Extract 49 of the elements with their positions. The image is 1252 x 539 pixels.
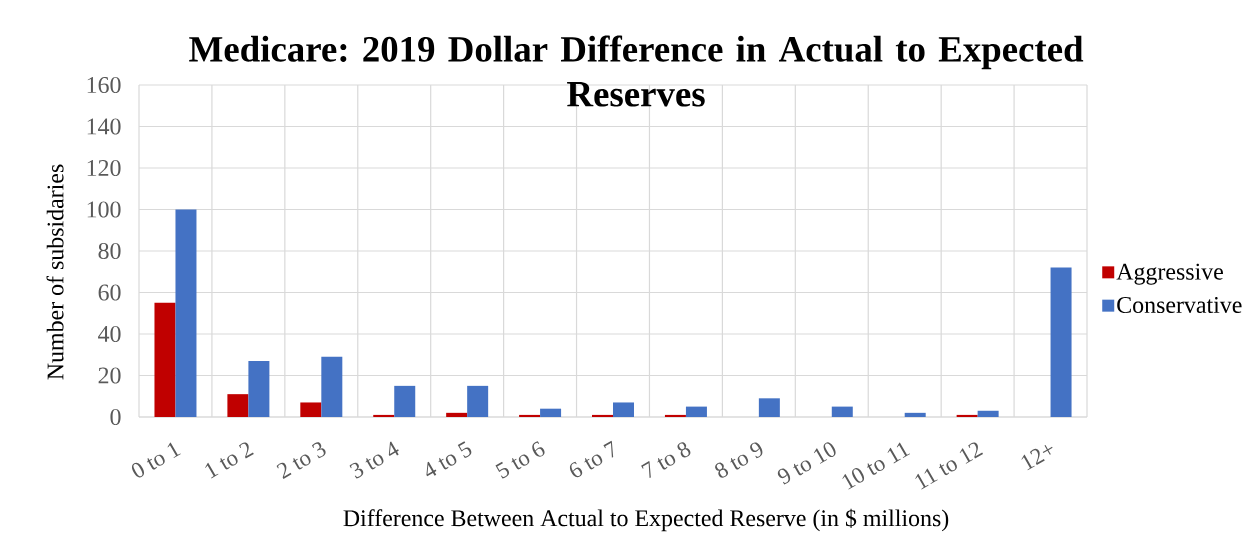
x-tick-label: 1 to 2 bbox=[205, 442, 254, 479]
x-axis-title: Difference Between Actual to Expected Reserve (in $ millions) bbox=[343, 508, 949, 532]
y-tick-label: 0 bbox=[110, 408, 121, 426]
bar bbox=[394, 385, 416, 417]
x-tick-label: 8 to 9 bbox=[715, 442, 763, 478]
x-tick-label: 4 to 5 bbox=[426, 441, 472, 477]
y-tick-label: 120 bbox=[87, 159, 121, 177]
y-tick-label: 160 bbox=[87, 76, 121, 94]
bar bbox=[904, 412, 926, 417]
bar bbox=[175, 209, 197, 417]
x-tick-label: 10 to 11 bbox=[842, 442, 911, 490]
x-tick-label: 12+ bbox=[1021, 445, 1053, 471]
x-tick-label: 0 to 1 bbox=[131, 442, 181, 478]
y-tick-label: 60 bbox=[98, 284, 121, 301]
x-tick-label: 11 to 12 bbox=[915, 442, 984, 490]
x-tick-label: 7 to 8 bbox=[641, 442, 691, 479]
bar bbox=[977, 410, 999, 417]
legend-label: Conservative bbox=[1117, 297, 1242, 314]
bar bbox=[758, 398, 780, 417]
bar bbox=[227, 394, 249, 417]
y-tick-label: 80 bbox=[98, 242, 121, 260]
bar bbox=[664, 414, 686, 417]
bar bbox=[321, 356, 343, 417]
bar bbox=[956, 414, 978, 417]
bar bbox=[685, 406, 707, 417]
bar bbox=[248, 360, 270, 417]
bar bbox=[540, 408, 562, 417]
x-tick-label: 2 to 3 bbox=[276, 442, 326, 479]
bar bbox=[300, 402, 322, 417]
bar bbox=[446, 412, 468, 417]
x-tick-label: 6 to 7 bbox=[569, 440, 614, 478]
bar bbox=[519, 414, 541, 417]
chart-title: Medicare: 2019 Dollar Difference in Actual to Expected Reserves bbox=[189, 35, 1084, 107]
legend-label: Aggressive bbox=[1116, 263, 1223, 285]
y-tick-label: 40 bbox=[98, 325, 121, 343]
bar bbox=[831, 406, 853, 417]
bar bbox=[592, 414, 614, 417]
bar bbox=[1050, 267, 1072, 417]
bar bbox=[613, 402, 635, 417]
bar bbox=[154, 302, 176, 417]
bar bbox=[373, 414, 395, 417]
y-tick-label: 20 bbox=[98, 367, 121, 384]
y-tick-label: 100 bbox=[87, 201, 121, 218]
y-tick-label: 140 bbox=[87, 118, 121, 135]
x-tick-label: 9 to 10 bbox=[777, 442, 836, 485]
x-tick-label: 3 to 4 bbox=[349, 441, 399, 479]
y-axis-title: Number of subsidaries bbox=[46, 164, 64, 380]
bar bbox=[467, 385, 489, 417]
x-tick-label: 5 to 6 bbox=[495, 441, 545, 479]
